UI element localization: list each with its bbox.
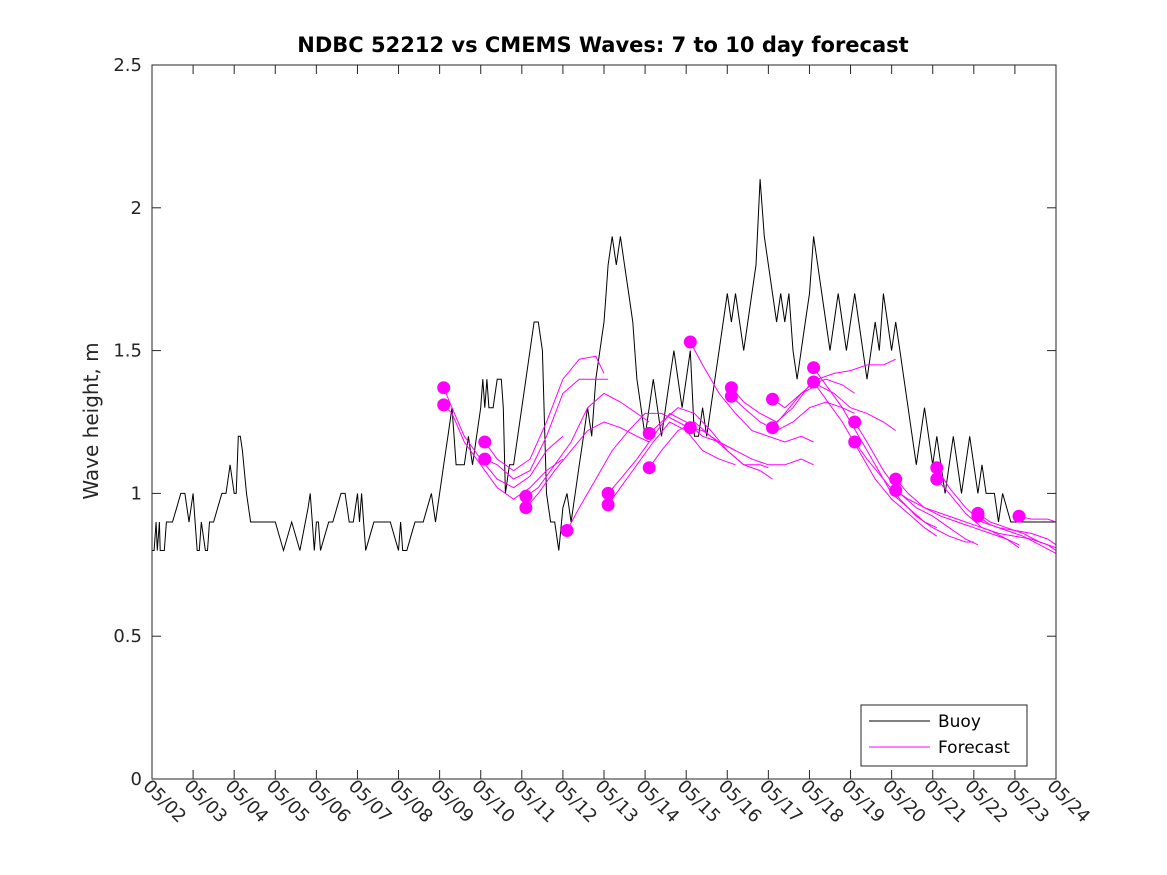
forecast-start-marker xyxy=(766,421,779,435)
forecast-start-marker xyxy=(724,389,738,403)
forecast-run-line xyxy=(443,387,564,489)
x-tick-label: 05/21 xyxy=(919,776,971,828)
forecast-start-marker xyxy=(683,421,697,435)
x-tick-label: 05/20 xyxy=(878,776,930,828)
legend-forecast-label: Forecast xyxy=(938,738,1010,758)
forecast-start-marker xyxy=(930,461,944,475)
forecast-start-marker xyxy=(889,472,903,486)
y-tick-label: 2 xyxy=(131,198,142,219)
forecast-start-marker xyxy=(642,461,656,475)
x-tick-label: 05/02 xyxy=(139,776,191,828)
x-tick-label: 05/09 xyxy=(426,776,478,828)
x-tick-label: 05/15 xyxy=(673,776,725,828)
chart-title: NDBC 52212 vs CMEMS Waves: 7 to 10 day f… xyxy=(297,33,908,57)
forecast-start-marker xyxy=(519,501,533,515)
forecast-run-line xyxy=(690,427,814,466)
x-tick-label: 05/05 xyxy=(262,776,314,828)
y-tick-label: 0 xyxy=(131,769,142,790)
forecast-start-marker xyxy=(601,486,615,500)
forecast-start-marker xyxy=(930,472,944,486)
x-tick-label: 05/16 xyxy=(714,776,766,828)
x-tick-label: 05/03 xyxy=(180,776,232,828)
forecast-run-line xyxy=(772,384,896,432)
x-tick-label: 05/22 xyxy=(960,776,1012,828)
y-tick-label: 2.5 xyxy=(113,55,142,76)
forecast-start-marker xyxy=(519,489,533,503)
forecast-run-line xyxy=(854,421,979,546)
forecast-run-line xyxy=(936,478,1057,551)
forecast-start-marker xyxy=(683,335,697,349)
forecast-run-line xyxy=(607,412,736,494)
y-tick-label: 0.5 xyxy=(113,626,142,647)
forecast-run-line xyxy=(648,407,773,480)
forecast-start-marker xyxy=(601,498,615,512)
x-tick-label: 05/14 xyxy=(632,776,684,828)
x-tick-label: 05/06 xyxy=(303,776,355,828)
forecast-start-marker xyxy=(642,426,656,440)
x-tick-label: 05/18 xyxy=(796,776,848,828)
buoy-series-line xyxy=(152,179,1056,553)
forecast-run-line xyxy=(525,421,650,509)
x-tick-label: 05/10 xyxy=(467,776,519,828)
forecast-run-line xyxy=(443,404,564,500)
x-tick-label: 05/24 xyxy=(1043,776,1095,828)
forecast-run-line xyxy=(854,441,974,543)
forecast-run-line xyxy=(813,381,938,537)
forecast-run-line xyxy=(607,421,736,506)
forecast-start-marker xyxy=(848,435,862,449)
forecast-run-line xyxy=(484,355,605,472)
forecast-start-marker xyxy=(437,381,451,395)
forecast-start-marker xyxy=(889,484,903,497)
x-tick-label: 05/04 xyxy=(221,776,273,828)
forecast-run-line xyxy=(895,490,1020,549)
x-tick-label: 05/07 xyxy=(344,776,396,828)
forecast-start-marker xyxy=(478,435,492,449)
forecast-start-marker xyxy=(1012,509,1026,523)
forecast-start-marker xyxy=(437,398,451,412)
forecast-start-marker xyxy=(807,361,821,375)
forecast-run-line xyxy=(484,378,609,480)
forecast-run-line xyxy=(731,378,855,423)
x-tick-label: 05/19 xyxy=(837,776,889,828)
x-tick-label: 05/08 xyxy=(385,776,437,828)
forecast-start-marker xyxy=(478,452,492,466)
forecast-run-line xyxy=(689,341,814,443)
legend-buoy-label: Buoy xyxy=(938,712,981,732)
plot-layer xyxy=(152,179,1057,554)
x-tick-label: 05/13 xyxy=(591,776,643,828)
forecast-run-line xyxy=(813,367,938,529)
forecast-start-marker xyxy=(766,392,779,406)
forecast-start-marker xyxy=(560,524,574,537)
x-tick-label: 05/12 xyxy=(549,776,601,828)
y-axis-label: Wave height, m xyxy=(79,342,103,499)
forecast-start-marker xyxy=(807,375,821,389)
legend-box xyxy=(860,704,1028,767)
forecast-run-line xyxy=(895,478,1020,546)
forecast-run-line xyxy=(977,515,1057,554)
forecast-run-line xyxy=(566,412,695,531)
forecast-start-marker xyxy=(848,415,862,429)
forecast-run-line xyxy=(977,512,1057,549)
x-tick-label: 05/17 xyxy=(755,776,807,828)
y-tick-label: 1.5 xyxy=(113,341,142,362)
forecast-run-line xyxy=(731,395,855,432)
legend: Buoy Forecast xyxy=(860,704,1028,767)
forecast-run-line xyxy=(525,392,650,497)
y-tick-label: 1 xyxy=(131,483,142,504)
forecast-run-line xyxy=(772,358,896,409)
x-tick-label: 05/23 xyxy=(1001,776,1053,828)
x-tick-label: 05/11 xyxy=(508,776,560,828)
forecast-start-marker xyxy=(971,509,985,523)
